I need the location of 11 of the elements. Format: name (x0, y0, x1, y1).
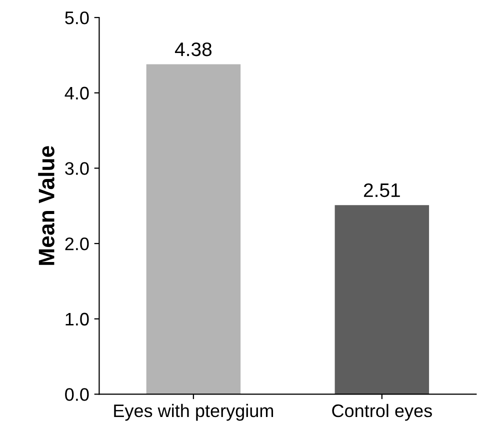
y-tick-label: 0.0 (65, 388, 89, 401)
y-tick-label: 5.0 (65, 11, 89, 24)
y-tick-label: 3.0 (65, 162, 89, 175)
data-label: 2.51 (364, 183, 400, 198)
y-tick-label: 4.0 (64, 86, 89, 100)
x-tick-label: Control eyes (332, 404, 432, 421)
x-tick-label: Eyes with pterygium (114, 404, 274, 421)
y-axis-title: Mean Value (38, 146, 54, 265)
data-label: 4.38 (174, 42, 212, 56)
y-tick-label: 1.0 (66, 312, 89, 326)
y-tick-label: 2.0 (65, 237, 89, 250)
